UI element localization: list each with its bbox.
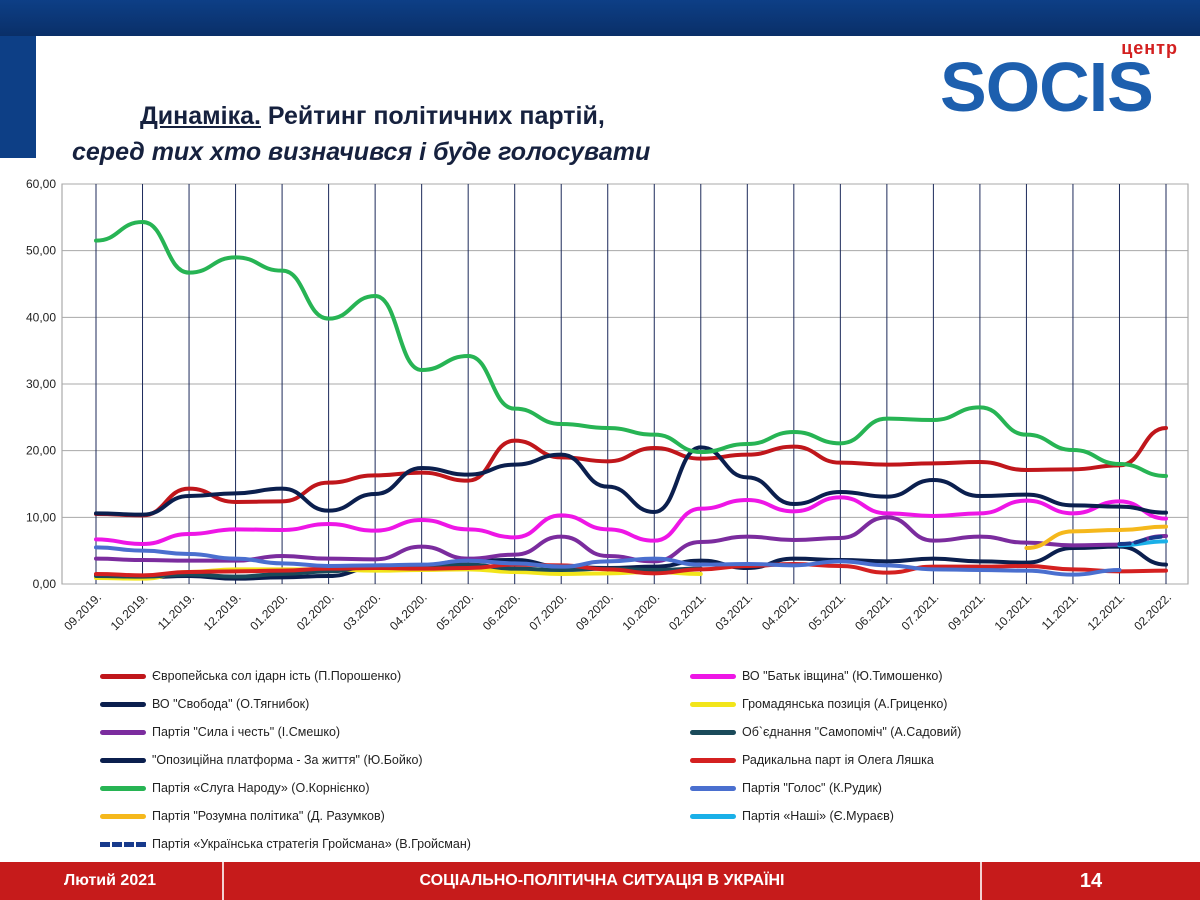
legend-swatch [100, 813, 146, 819]
series-line-8 [94, 562, 1168, 578]
chart-grid [61, 183, 1189, 585]
title-rest: Рейтинг політичних партій, [260, 102, 605, 130]
x-tick-label: 07.2020. [526, 590, 569, 633]
x-tick-label: 10.2019. [108, 590, 151, 633]
legend-item: Партія "Розумна політика" (Д. Разумков) [100, 802, 385, 830]
series-line-10 [94, 545, 1122, 577]
series-line-9 [94, 220, 1168, 478]
series-line-11 [1024, 524, 1168, 550]
footer-bar: Лютий 2021 СОЦІАЛЬНО-ПОЛІТИЧНА СИТУАЦІЯ … [0, 862, 1200, 900]
legend-label: Партія «Українська стратегія Гройсмана» … [152, 837, 471, 851]
legend-item: Партія «Слуга Народу» (О.Корнієнко) [100, 774, 370, 802]
legend-label: Партія "Сила і честь" (І.Смешко) [152, 725, 341, 739]
legend-swatch [100, 757, 146, 763]
x-tick-label: 04.2021. [759, 590, 802, 633]
series-line-1 [94, 426, 1168, 518]
legend-swatch [690, 701, 736, 707]
x-tick-label: 02.2021. [666, 590, 709, 633]
legend-label: Об`єднання "Самопоміч" (А.Садовий) [742, 725, 962, 739]
y-tick-label: 30,00 [26, 377, 56, 391]
legend-item: Об`єднання "Самопоміч" (А.Садовий) [690, 718, 961, 746]
x-tick-label: 06.2020. [480, 590, 523, 633]
x-tick-label: 09.2021. [945, 590, 988, 633]
legend-item: Партія "Сила і честь" (І.Смешко) [100, 718, 340, 746]
series-line-5 [94, 515, 1168, 564]
y-tick-label: 40,00 [26, 310, 56, 324]
legend-item: Партія "Голос" (К.Рудик) [690, 774, 882, 802]
line-chart: 0,00 10,00 20,00 30,00 40,00 50,00 60,00 09.20… [26, 177, 1189, 633]
x-tick-label: 01.2020. [247, 590, 290, 633]
legend-item: Партія «Наші» (Є.Мураєв) [690, 802, 894, 830]
y-tick-label: 20,00 [26, 444, 56, 458]
logo-caption: центр [1121, 38, 1178, 58]
legend-item: ВО "Свобода" (О.Тягнибок) [100, 690, 309, 718]
y-axis-labels: 0,00 10,00 20,00 30,00 40,00 50,00 60,00 [26, 177, 56, 591]
page-subtitle: серед тих хто визначився і буде голосува… [72, 138, 651, 166]
series-line-13 [1117, 534, 1168, 546]
y-tick-label: 50,00 [26, 244, 56, 258]
x-tick-label: 04.2020. [387, 590, 430, 633]
x-tick-label: 03.2020. [340, 590, 383, 633]
x-tick-label: 10.2021. [992, 590, 1035, 633]
logo-wordmark: SOCIS [940, 48, 1154, 126]
x-tick-label: 11.2019. [155, 590, 197, 632]
legend-label: Партія "Розумна політика" (Д. Разумков) [152, 809, 385, 823]
legend-label: ВО "Свобода" (О.Тягнибок) [152, 697, 310, 711]
legend-label: Партія "Голос" (К.Рудик) [742, 781, 882, 795]
legend-swatch [690, 813, 736, 819]
x-tick-label: 06.2021. [852, 590, 895, 633]
x-tick-label: 02.2020. [294, 590, 337, 633]
legend-item: Громадянська позиція (А.Гриценко) [690, 690, 947, 718]
x-tick-label: 09.2019. [61, 590, 104, 633]
x-axis-labels: 09.2019. 10.2019. 11.2019. 12.2019. 01.2020.… [61, 590, 1174, 633]
series-line-3 [94, 544, 1168, 581]
legend-swatch [100, 701, 146, 707]
legend-label: Європейська сол ідарн ість (П.Порошенко) [152, 669, 402, 683]
legend-item: Європейська сол ідарн ість (П.Порошенко) [100, 662, 401, 690]
left-accent-block [0, 36, 36, 158]
footer-date: Лютий 2021 [63, 872, 157, 889]
legend-swatch [690, 729, 736, 735]
y-tick-label: 60,00 [26, 177, 56, 191]
x-tick-label: 09.2020. [573, 590, 616, 633]
legend-label: ВО "Батьк івщина" (Ю.Тимошенко) [742, 669, 943, 683]
x-tick-label: 03.2021. [712, 590, 755, 633]
x-tick-label: 12.2019. [201, 590, 244, 633]
x-tick-label: 11.2021. [1039, 590, 1081, 632]
socis-logo: центр SOCIS [940, 38, 1190, 130]
y-tick-label: 0,00 [33, 577, 57, 591]
legend-swatch [100, 729, 146, 735]
legend-label: "Опозиційна платформа - За життя" (Ю.Бой… [152, 753, 423, 767]
footer-title: СОЦІАЛЬНО-ПОЛІТИЧНА СИТУАЦІЯ В УКРАЇНІ [222, 862, 982, 900]
title-underlined: Динаміка. [140, 102, 261, 130]
legend-item: Партія «Українська стратегія Гройсмана» … [100, 830, 471, 858]
legend-item: "Опозиційна платформа - За життя" (Ю.Бой… [100, 746, 423, 774]
x-tick-label: 05.2020. [433, 590, 476, 633]
legend-label: Громадянська позиція (А.Гриценко) [742, 697, 948, 711]
legend-swatch [690, 673, 736, 679]
legend-swatch [690, 785, 736, 791]
legend-label: Партія «Слуга Народу» (О.Корнієнко) [152, 781, 370, 795]
x-tick-label: 10.2020. [619, 590, 662, 633]
legend-swatch [100, 673, 146, 679]
x-tick-label: 02.2022. [1131, 590, 1174, 633]
top-banner [0, 0, 1200, 36]
legend-item: ВО "Батьк івщина" (Ю.Тимошенко) [690, 662, 943, 690]
series-line-2 [94, 495, 1168, 546]
chart-legend: Європейська сол ідарн ість (П.Порошенко)… [0, 660, 1200, 860]
legend-swatch [100, 841, 146, 847]
legend-label: Партія «Наші» (Є.Мураєв) [742, 809, 894, 823]
series-line-7 [94, 445, 1168, 517]
x-tick-label: 05.2021. [806, 590, 849, 633]
page-number: 14 [1079, 869, 1103, 892]
x-tick-label: 12.2021. [1085, 590, 1128, 633]
legend-item: Радикальна парт ія Олега Ляшка [690, 746, 934, 774]
y-tick-label: 10,00 [26, 510, 56, 524]
legend-swatch [690, 757, 736, 763]
x-tick-label: 07.2021. [899, 590, 942, 633]
legend-label: Радикальна парт ія Олега Ляшка [742, 753, 934, 767]
page-title: Динаміка. Рейтинг політичних партій, [140, 102, 605, 131]
legend-swatch [100, 785, 146, 791]
chart-series [94, 220, 1168, 581]
